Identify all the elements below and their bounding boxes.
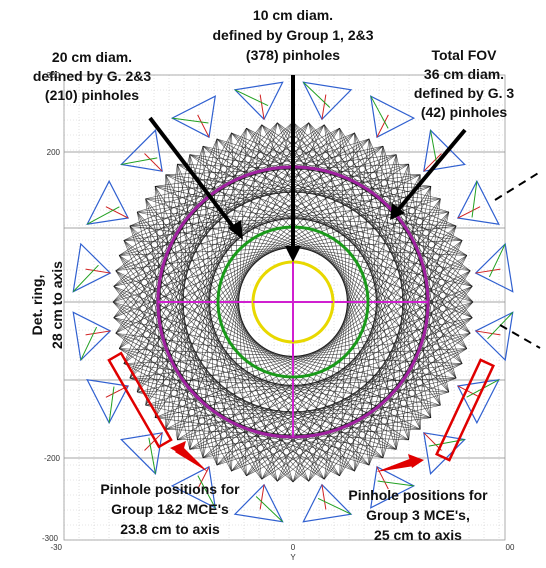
module bbox=[371, 96, 414, 137]
module bbox=[87, 181, 128, 224]
ray bbox=[114, 318, 355, 471]
pointer bbox=[500, 325, 540, 348]
ray bbox=[231, 133, 472, 286]
arrowhead bbox=[285, 246, 301, 262]
module bbox=[458, 380, 499, 423]
tick-label: 00 bbox=[506, 543, 515, 552]
ray bbox=[124, 123, 277, 364]
ray bbox=[137, 212, 309, 481]
module-ray bbox=[81, 327, 97, 360]
tick-label: -30 bbox=[50, 543, 62, 552]
tick-label: 0 bbox=[291, 543, 296, 552]
module bbox=[458, 181, 499, 224]
ray bbox=[114, 133, 355, 286]
annotation-text: defined by Group 1, 2&3 bbox=[212, 27, 373, 43]
annotation-text: 36 cm diam. bbox=[424, 66, 504, 82]
annotation-text: (210) pinholes bbox=[45, 87, 139, 103]
annotation-text: Det. ring, bbox=[29, 275, 45, 336]
annotation-text: 20 cm diam. bbox=[52, 49, 132, 65]
module bbox=[87, 380, 128, 423]
module bbox=[476, 312, 513, 360]
annotation-text: (378) pinholes bbox=[246, 47, 340, 63]
ray bbox=[231, 318, 472, 471]
annotation-text: 10 cm diam. bbox=[253, 7, 333, 23]
annotation-text: Pinhole positions for bbox=[100, 481, 240, 497]
annotation-text: defined by G. 3 bbox=[414, 85, 515, 101]
tick-label: -200 bbox=[44, 454, 61, 463]
annotation-text: Group 1&2 MCE's bbox=[111, 501, 229, 517]
pointer bbox=[495, 172, 540, 200]
tick-label: 200 bbox=[47, 148, 61, 157]
annotation-text: Group 3 MCE's, bbox=[366, 507, 470, 523]
ray bbox=[277, 212, 449, 481]
annotation-text: Pinhole positions for bbox=[348, 487, 488, 503]
module bbox=[172, 96, 215, 137]
module-ray bbox=[489, 244, 505, 277]
ray bbox=[203, 286, 472, 458]
annotation-text: 28 cm to axis bbox=[49, 261, 65, 349]
tick-label: -300 bbox=[42, 534, 59, 543]
pointer bbox=[398, 130, 465, 210]
ray bbox=[137, 123, 309, 392]
ray bbox=[277, 123, 449, 392]
module-ray bbox=[318, 498, 351, 514]
annotation-text: 23.8 cm to axis bbox=[120, 521, 220, 537]
tick-label: 300 bbox=[47, 71, 61, 80]
annotation-text: Total FOV bbox=[431, 47, 497, 63]
module-ray bbox=[235, 90, 268, 106]
figure: 10 cm diam. defined by Group 1, 2&3 (378) … bbox=[0, 0, 546, 563]
red-arrow bbox=[376, 458, 414, 472]
tick-label: Y bbox=[290, 553, 296, 562]
ray bbox=[124, 240, 277, 481]
module bbox=[303, 82, 351, 119]
annotation-text: 25 cm to axis bbox=[374, 527, 462, 543]
annotation-text: (42) pinholes bbox=[421, 104, 508, 120]
